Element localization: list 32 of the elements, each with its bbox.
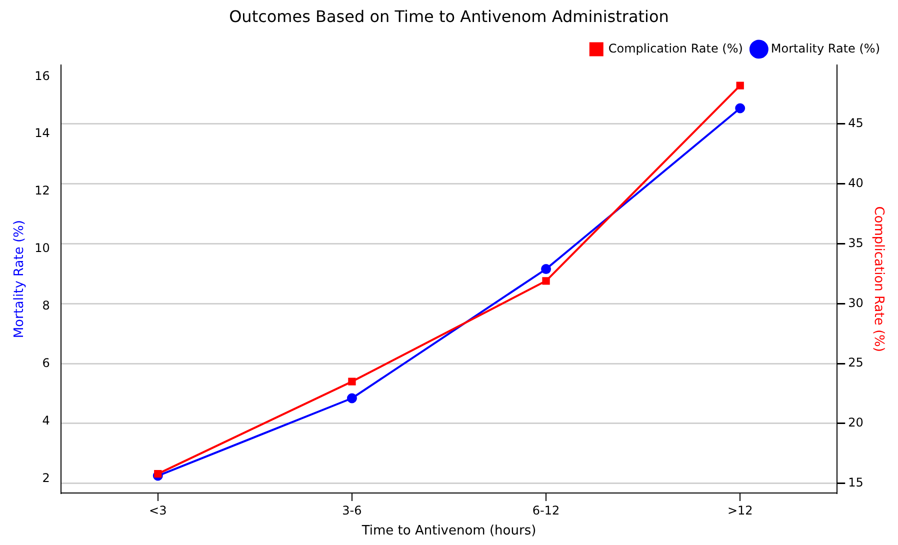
- point: [154, 470, 162, 478]
- chart-title: Outcomes Based on Time to Antivenom Administration: [229, 6, 669, 26]
- legend-label: Complication Rate (%): [608, 41, 743, 56]
- y-tick-label: 14: [34, 126, 50, 140]
- y-tick-label: 2: [42, 470, 50, 485]
- y2-axis-title: Complication Rate (%): [870, 206, 886, 352]
- legend-label: Mortality Rate (%): [770, 41, 880, 56]
- point: [348, 378, 356, 386]
- point: [541, 264, 552, 274]
- y2-tick-label: 15: [848, 476, 864, 490]
- y-tick-label: 8: [42, 298, 50, 312]
- y2-tick-label: 30: [848, 296, 864, 310]
- x-tick-label: >12: [727, 503, 753, 518]
- y-tick-label: 16: [34, 68, 50, 83]
- y-tick-label: 10: [34, 241, 50, 256]
- y2-tick-label: 40: [848, 176, 864, 190]
- y-axis-title: Mortality Rate (%): [12, 220, 28, 338]
- y-tick-label: 6: [42, 356, 50, 370]
- y2-tick-label: 25: [848, 356, 864, 370]
- y2-tick-label: 20: [848, 416, 864, 430]
- y-tick-label: 4: [42, 413, 50, 428]
- y2-tick-label: 35: [848, 236, 864, 250]
- point: [346, 393, 357, 404]
- point: [735, 103, 746, 114]
- point: [542, 277, 550, 285]
- x-tick-label: 3-6: [342, 503, 362, 518]
- y-tick-label: 12: [34, 184, 50, 198]
- y2-tick-label: 45: [848, 116, 864, 130]
- x-tick-label: <3: [149, 503, 167, 518]
- x-tick-label: 6-12: [532, 503, 560, 518]
- x-axis-title: Time to Antivenom (hours): [360, 524, 536, 539]
- point: [736, 82, 744, 90]
